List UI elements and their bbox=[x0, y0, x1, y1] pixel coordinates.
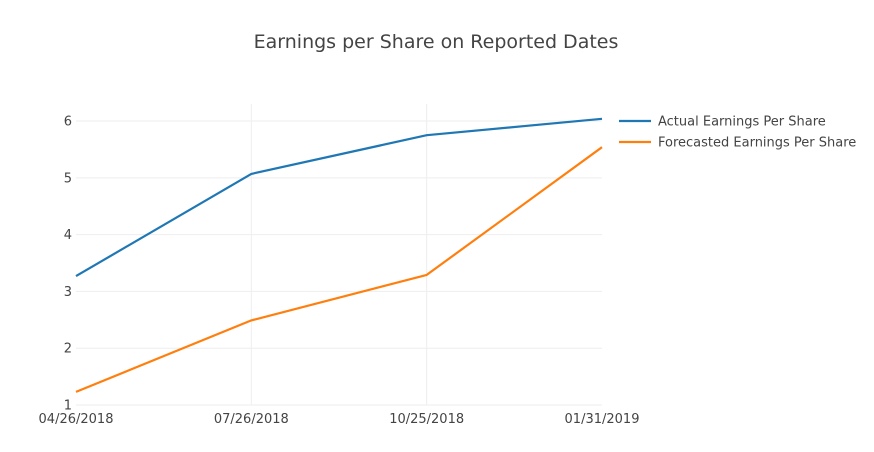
legend[interactable]: Actual Earnings Per Share Forecasted Earn… bbox=[619, 115, 856, 151]
legend-label: Actual Earnings Per Share bbox=[658, 115, 826, 130]
grid-layer bbox=[76, 104, 602, 406]
x-tick-label: 01/31/2019 bbox=[565, 412, 640, 427]
x-tick-label: 07/26/2018 bbox=[214, 412, 289, 427]
x-tick-label: 04/26/2018 bbox=[39, 412, 114, 427]
legend-label: Forecasted Earnings Per Share bbox=[658, 136, 856, 151]
series-layer bbox=[75, 117, 603, 393]
axis-layer: 1 2 3 4 5 6 04/26/2018 07/26/2018 10/25/2018 01/3… bbox=[39, 115, 640, 427]
legend-item-1[interactable]: Actual Earnings Per Share bbox=[619, 115, 826, 130]
x-tick-label: 10/25/2018 bbox=[389, 412, 464, 427]
series-line-2 bbox=[75, 146, 603, 393]
chart-title: Earnings per Share on Reported Dates bbox=[254, 31, 619, 53]
legend-item-2[interactable]: Forecasted Earnings Per Share bbox=[619, 136, 856, 151]
y-tick-label: 3 bbox=[64, 285, 72, 300]
y-tick-label: 6 bbox=[64, 115, 72, 130]
y-tick-label: 5 bbox=[64, 171, 72, 186]
y-tick-label: 2 bbox=[64, 342, 72, 357]
y-tick-label: 1 bbox=[64, 399, 72, 414]
series-line-1 bbox=[75, 117, 603, 278]
y-tick-label: 4 bbox=[64, 228, 72, 243]
